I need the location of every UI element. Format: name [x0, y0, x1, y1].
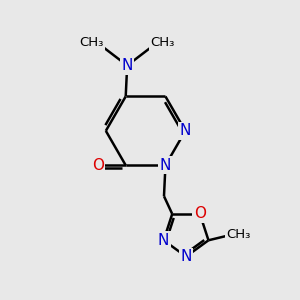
Text: O: O [194, 206, 206, 221]
Text: CH₃: CH₃ [226, 228, 251, 241]
Text: N: N [180, 123, 191, 138]
Text: CH₃: CH₃ [80, 36, 104, 49]
Text: O: O [92, 158, 104, 173]
Text: N: N [158, 233, 169, 248]
Text: N: N [160, 158, 171, 173]
Text: CH₃: CH₃ [150, 36, 175, 49]
Text: N: N [180, 249, 192, 264]
Text: N: N [122, 58, 133, 73]
